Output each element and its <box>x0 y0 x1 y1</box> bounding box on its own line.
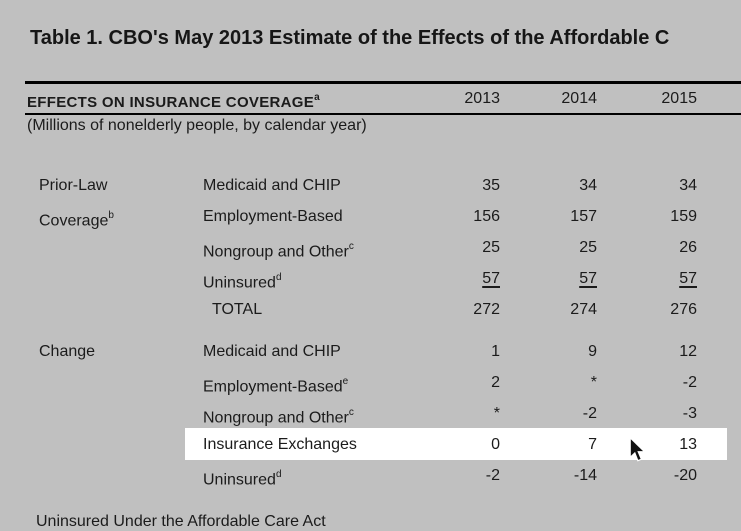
value-2014: * <box>590 374 597 391</box>
footnote-marker-e: e <box>342 376 349 387</box>
table-row: Change Medicaid and CHIP 1 9 12 <box>25 336 741 367</box>
row-group-label: Change <box>39 343 96 360</box>
table-row: Nongroup and Otherc * -2 -3 <box>25 398 741 429</box>
row-item-label: Nongroup and Otherc <box>203 407 354 427</box>
value-2015: 159 <box>670 208 697 225</box>
value-2013: * <box>493 405 500 422</box>
value-2013: -2 <box>485 467 500 484</box>
row-item-label: Nongroup and Otherc <box>203 241 354 261</box>
value-2015: -2 <box>682 374 697 391</box>
row-item-label: TOTAL <box>212 301 263 318</box>
value-2013: 1 <box>491 343 500 360</box>
value-2014: 57 <box>579 270 597 287</box>
header-bottom-rule <box>25 113 741 115</box>
row-item-label: Uninsuredd <box>203 272 282 292</box>
value-2015: 34 <box>679 177 697 194</box>
row-group-label: Coverageb <box>39 210 114 230</box>
table-title: Table 1. CBO's May 2013 Estimate of the … <box>30 27 670 49</box>
table-row-total: TOTAL 272 274 276 <box>25 294 741 325</box>
value-2014: 274 <box>570 301 597 318</box>
value-2013: 25 <box>482 239 500 256</box>
row-item-label: Medicaid and CHIP <box>203 343 341 360</box>
value-2013: 57 <box>482 270 500 287</box>
value-2013: 2 <box>491 374 500 391</box>
column-header-2014: 2014 <box>561 90 597 107</box>
value-2015: 57 <box>679 270 697 287</box>
value-2014: -2 <box>582 405 597 422</box>
value-2014: -14 <box>573 467 597 484</box>
table-row-highlighted: Insurance Exchanges 0 7 13 <box>25 429 741 460</box>
footnote-marker-d: d <box>275 469 282 480</box>
table-row: Uninsuredd 57 57 57 <box>25 263 741 294</box>
table-row: Nongroup and Otherc 25 25 26 <box>25 232 741 263</box>
row-item-label: Medicaid and CHIP <box>203 177 341 194</box>
row-item-label: Uninsuredd <box>203 469 282 489</box>
table-row: Uninsuredd -2 -14 -20 <box>25 460 741 491</box>
value-2013: 272 <box>473 301 500 318</box>
value-2015: 13 <box>679 436 697 453</box>
footnote-marker-c: c <box>348 241 354 252</box>
column-header-2015: 2015 <box>661 90 697 107</box>
value-2014: 157 <box>570 208 597 225</box>
value-2014: 7 <box>588 436 597 453</box>
value-2013: 0 <box>491 436 500 453</box>
value-2015: -3 <box>682 405 697 422</box>
table-row: Coverageb Employment-Based 156 157 159 <box>25 201 741 232</box>
table-row: Employment-Basede 2 * -2 <box>25 367 741 398</box>
table-row: Prior-Law Medicaid and CHIP 35 34 34 <box>25 170 741 201</box>
footnote-marker-d: d <box>275 272 282 283</box>
value-2014: 25 <box>579 239 597 256</box>
value-2015: 26 <box>679 239 697 256</box>
row-item-label: Insurance Exchanges <box>203 436 357 453</box>
value-2014: 9 <box>588 343 597 360</box>
row-item-label: Employment-Basede <box>203 376 349 396</box>
table-top-rule <box>25 81 741 84</box>
header-effects-label: EFFECTS ON INSURANCE COVERAGEa <box>27 92 320 111</box>
row-group-label: Prior-Law <box>39 177 108 194</box>
column-header-2013: 2013 <box>464 90 500 107</box>
footnote-marker-a: a <box>314 92 320 103</box>
row-item-label: Employment-Based <box>203 208 343 225</box>
table-header-row: EFFECTS ON INSURANCE COVERAGEa 2013 2014… <box>25 84 741 113</box>
footnote-marker-b: b <box>108 210 114 221</box>
footnote-marker-c: c <box>348 407 354 418</box>
value-2013: 156 <box>473 208 500 225</box>
value-2015: 12 <box>679 343 697 360</box>
clipped-next-section-line: Uninsured Under the Affordable Care Act <box>36 513 326 530</box>
value-2015: -20 <box>673 467 697 484</box>
arrow-pointer-icon <box>629 436 647 468</box>
value-2013: 35 <box>482 177 500 194</box>
value-2015: 276 <box>670 301 697 318</box>
table-units-subtitle: (Millions of nonelderly people, by calen… <box>27 117 367 134</box>
value-2014: 34 <box>579 177 597 194</box>
